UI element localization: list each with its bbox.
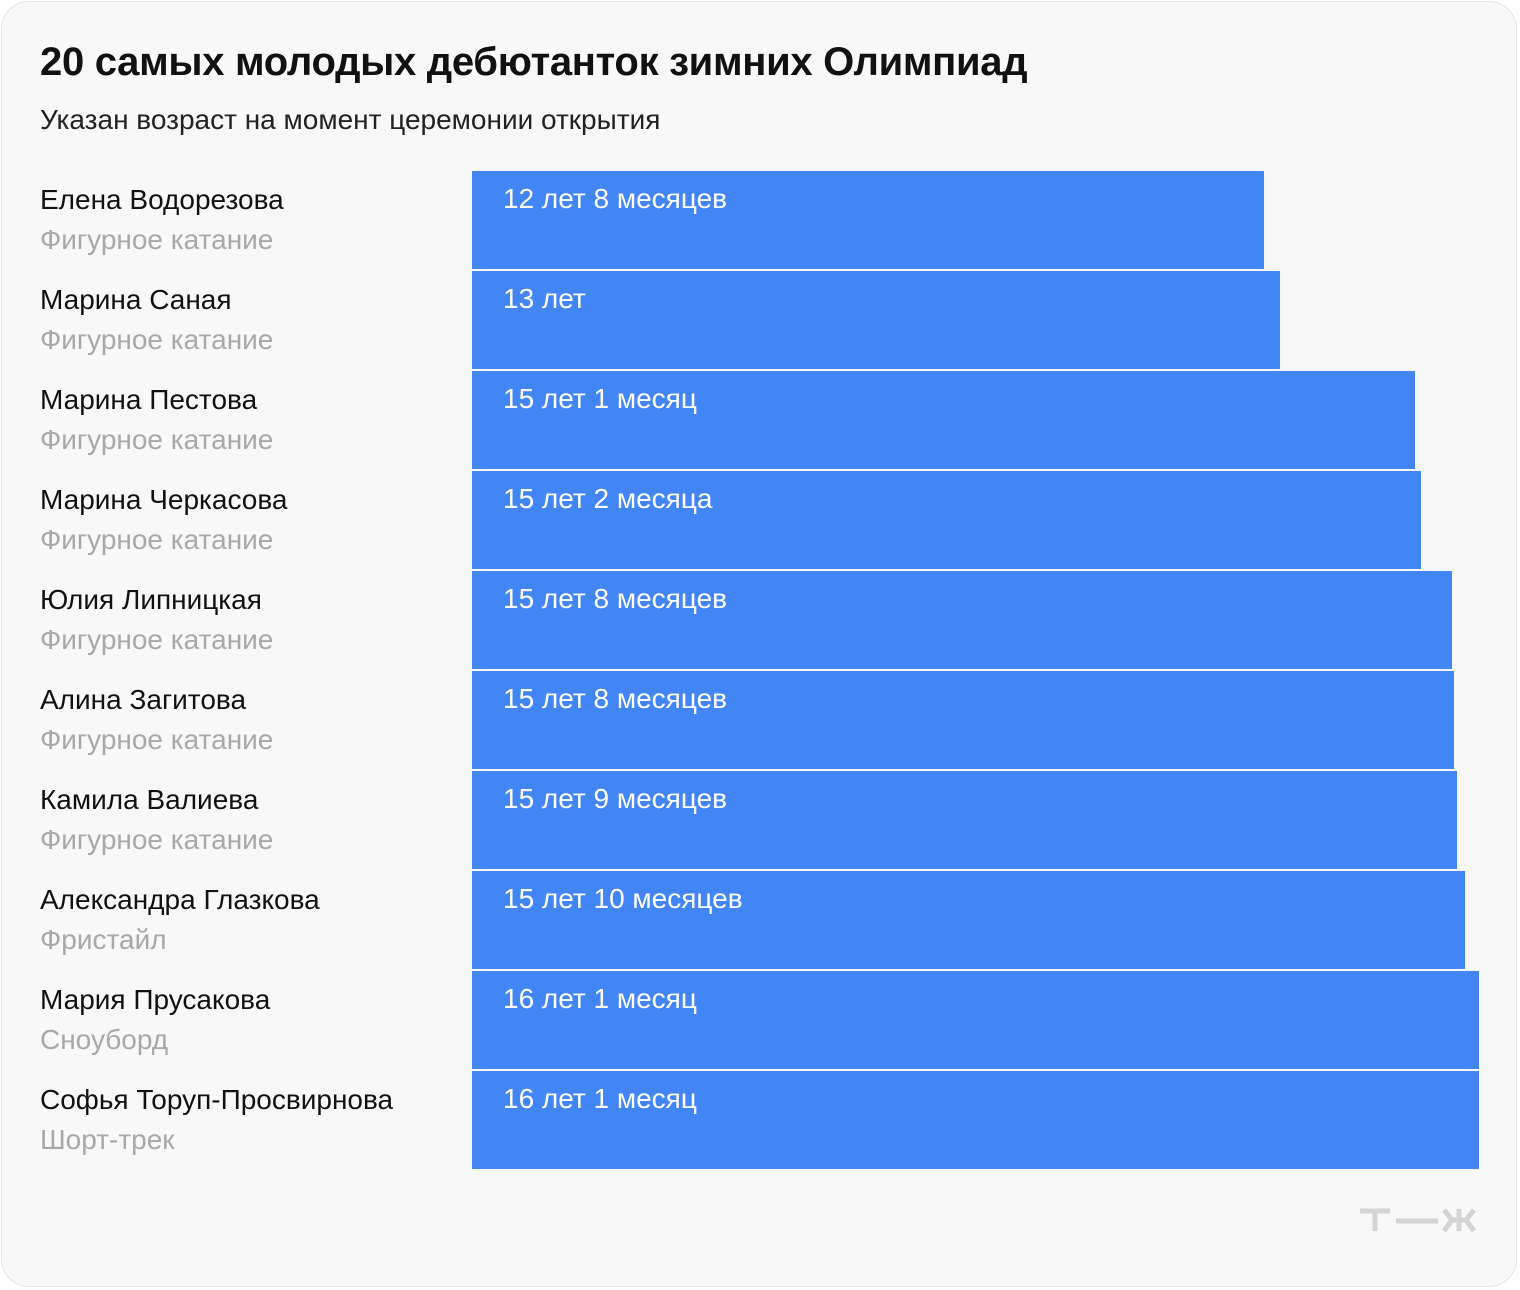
athlete-sport: Фигурное катание (40, 324, 274, 355)
bar-row: Юлия Липницкая Фигурное катание 15 лет 8 м… (0, 570, 1520, 670)
age-label: 15 лет 9 месяцев (503, 783, 728, 814)
tzh-logo-icon (1360, 1208, 1477, 1233)
age-bar: 15 лет 2 месяца (472, 471, 1421, 569)
bar-row: Камила Валиева Фигурное катание 15 лет 9 м… (0, 770, 1520, 870)
age-bar: 15 лет 10 месяцев (472, 871, 1465, 969)
athlete-name: Мария Прусакова (40, 984, 271, 1015)
bar-row: Марина Саная Фигурное катание 13 лет (0, 270, 1520, 370)
athlete-name: Марина Саная (40, 284, 232, 315)
bar-row: Мария Прусакова Сноуборд 16 лет 1 месяц (0, 970, 1520, 1070)
athlete-name: Алина Загитова (40, 684, 247, 715)
bar-row: Александра Глазкова Фристайл 15 лет 10 мес… (0, 870, 1520, 970)
age-bar: 16 лет 1 месяц (472, 1071, 1479, 1169)
age-label: 15 лет 10 месяцев (503, 883, 743, 914)
chart-title: 20 самых молодых дебютанток зимних Олимп… (40, 40, 1028, 84)
age-bar: 16 лет 1 месяц (472, 971, 1479, 1069)
athlete-name: Марина Пестова (40, 384, 258, 415)
bar-row: Софья Торуп-Просвирнова Шорт-трек 16 лет 1… (0, 1070, 1520, 1170)
athlete-name: Марина Черкасова (40, 484, 288, 515)
age-bar: 15 лет 1 месяц (472, 371, 1415, 469)
athlete-sport: Фигурное катание (40, 424, 274, 455)
athlete-sport: Сноуборд (40, 1024, 169, 1055)
age-label: 13 лет (503, 283, 586, 314)
bar-row: Алина Загитова Фигурное катание 15 лет 8 м… (0, 670, 1520, 770)
athlete-name: Софья Торуп-Просвирнова (40, 1084, 394, 1115)
bar-row: Марина Пестова Фигурное катание 15 лет 1 м… (0, 370, 1520, 470)
age-label: 15 лет 2 месяца (503, 483, 713, 514)
athlete-sport: Фристайл (40, 924, 167, 955)
age-bar: 13 лет (472, 271, 1280, 369)
age-bar: 15 лет 8 месяцев (472, 671, 1454, 769)
athlete-name: Камила Валиева (40, 784, 259, 815)
athlete-name: Юлия Липницкая (40, 584, 262, 615)
athlete-sport: Фигурное катание (40, 724, 274, 755)
age-bar: 15 лет 8 месяцев (472, 571, 1452, 669)
chart-subtitle: Указан возраст на момент церемонии откры… (40, 104, 661, 135)
athlete-sport: Фигурное катание (40, 524, 274, 555)
age-bar: 12 лет 8 месяцев (472, 171, 1264, 269)
age-bar: 15 лет 9 месяцев (472, 771, 1457, 869)
athlete-sport: Шорт-трек (40, 1124, 175, 1155)
bar-row: Марина Черкасова Фигурное катание 15 лет 2… (0, 470, 1520, 570)
age-label: 16 лет 1 месяц (503, 983, 697, 1014)
athlete-name: Елена Водорезова (40, 184, 284, 215)
age-label: 16 лет 1 месяц (503, 1083, 697, 1114)
age-label: 12 лет 8 месяцев (503, 183, 728, 214)
age-label: 15 лет 8 месяцев (503, 583, 728, 614)
age-label: 15 лет 1 месяц (503, 383, 697, 414)
athlete-name: Александра Глазкова (40, 884, 320, 915)
bar-row: Елена Водорезова Фигурное катание 12 лет 8… (0, 170, 1520, 270)
athlete-sport: Фигурное катание (40, 824, 274, 855)
athlete-sport: Фигурное катание (40, 224, 274, 255)
age-label: 15 лет 8 месяцев (503, 683, 728, 714)
athlete-sport: Фигурное катание (40, 624, 274, 655)
